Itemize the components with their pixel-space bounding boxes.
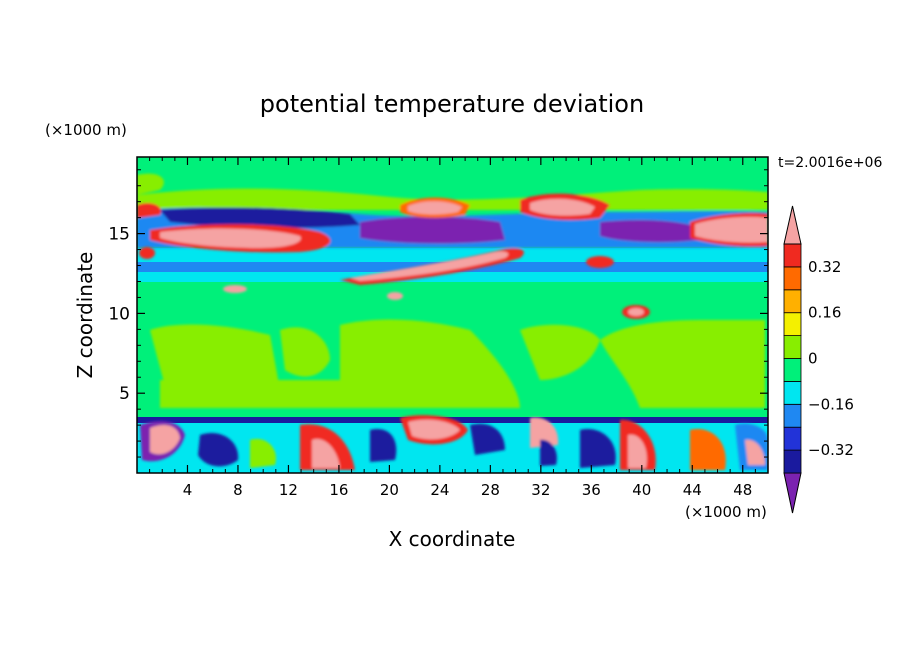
x-tick-label: 24 [430,481,449,499]
colorbar-tick-label: −0.16 [808,395,854,413]
x-axis-units: (×1000 m) [685,503,767,521]
x-tick-label: 32 [531,481,550,499]
band-upper-cyan-2 [137,272,768,282]
colorbar-segment [783,266,802,291]
x-tick-label: 36 [582,481,601,499]
colorbar-tick-label: −0.32 [808,441,854,459]
y-axis: 5 10 15 [108,169,768,458]
colorbar-segment [783,449,802,474]
colorbar-segment [783,312,802,337]
small-patches [139,247,650,319]
boundary-layer-patches [140,415,768,470]
chart-title: potential temperature deviation [260,90,644,118]
x-tick-label: 12 [279,481,298,499]
x-axis: 4 8 12 16 20 24 28 32 36 40 44 48 [149,157,756,499]
y-tick-label: 5 [119,384,130,404]
colorbar-segment [783,289,802,314]
x-axis-label: X coordinate [389,527,516,551]
colorbar-tick-label: 0.16 [808,304,841,322]
x-tick-label: 4 [183,481,193,499]
colorbar-segment [783,243,802,268]
colorbar-lower-arrow [783,472,802,514]
colorbar-tick-label: 0.32 [808,258,841,276]
colorbar: 0.32 0.16 0 −0.16 −0.32 [783,205,854,514]
x-tick-label: 44 [683,481,702,499]
y-tick-label: 15 [108,225,130,245]
mid-level-plumes [150,319,765,408]
x-tick-label: 16 [329,481,348,499]
x-tick-label: 20 [380,481,399,499]
x-tick-label: 40 [632,481,651,499]
x-tick-label: 48 [733,481,752,499]
y-axis-units: (×1000 m) [45,121,127,139]
colorbar-segment [783,403,802,428]
colorbar-upper-arrow [783,205,802,245]
colorbar-segment [783,426,802,451]
y-tick-label: 10 [108,304,130,324]
y-axis-label: Z coordinate [73,252,97,379]
colorbar-segment [783,335,802,359]
plot-area [137,157,768,473]
upper-layer-structures [137,173,768,285]
colorbar-segment [783,358,802,382]
time-label: t=2.0016e+06 [778,155,882,171]
colorbar-tick-label: 0 [808,350,818,368]
colorbar-segment [783,380,802,405]
x-tick-label: 8 [233,481,243,499]
x-tick-label: 28 [481,481,500,499]
